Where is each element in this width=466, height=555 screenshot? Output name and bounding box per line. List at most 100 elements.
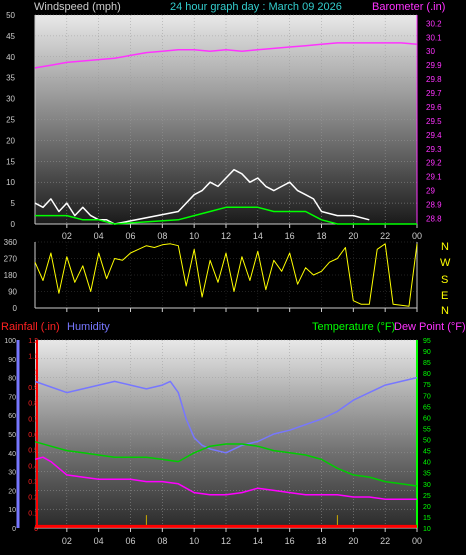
temperature-tick-label: 35 (423, 471, 431, 478)
temperature-tick-label: 65 (423, 404, 431, 411)
compass-label-n-top: N (441, 241, 449, 253)
compass-label-n-bottom: N (441, 305, 449, 317)
hour-tick-label: 04 (94, 536, 104, 546)
temperature-tick-label: 80 (423, 371, 431, 378)
hour-tick-label: 10 (189, 231, 199, 241)
wind-tick-label: 20 (6, 136, 15, 145)
humidity-tick-label: 20 (8, 488, 16, 495)
wind-tick-label: 25 (6, 116, 15, 125)
barometer-tick-label: 29 (426, 187, 435, 196)
hour-tick-label: 02 (62, 231, 72, 241)
compass-label-s: S (441, 274, 448, 286)
temperature-tick-label: 30 (423, 482, 431, 489)
rain-tick-label: 0 (34, 526, 38, 533)
dewpoint-label: Dew Point (°F) (394, 321, 466, 333)
hour-tick-label: 20 (348, 231, 358, 241)
temperature-tick-label: 40 (423, 460, 431, 467)
humidity-tick-label: 70 (8, 394, 16, 401)
wind-tick-label: 30 (6, 95, 15, 104)
barometer-tick-label: 30.2 (426, 19, 442, 28)
humidity-tick-label: 100 (4, 338, 16, 345)
barometer-series (34, 42, 418, 69)
wind-tick-label: 10 (6, 178, 15, 187)
barometer-tick-label: 30.1 (426, 33, 442, 42)
humidity-tick-label: 50 (8, 432, 16, 439)
rain-tick-label: 0.4 (28, 463, 38, 470)
hour-tick-label: 08 (157, 231, 167, 241)
direction-tick-label: 360 (4, 238, 18, 247)
direction-tick-label: 90 (8, 288, 17, 297)
hour-tick-label: 16 (285, 231, 295, 241)
hour-tick-label: 14 (253, 536, 263, 546)
temperature-tick-label: 60 (423, 415, 431, 422)
barometer-tick-label: 30 (426, 47, 435, 56)
temperature-tick-label: 50 (423, 438, 431, 445)
barometer-tick-label: 29.6 (426, 103, 442, 112)
hour-tick-label: 02 (62, 536, 72, 546)
hour-tick-label: 16 (285, 536, 295, 546)
windspeed-label: Windspeed (mph) (34, 1, 121, 13)
rain-tick-label: 0.3 (28, 479, 38, 486)
temperature-tick-label: 25 (423, 493, 431, 500)
rain-tick-label: 1.1 (28, 354, 38, 361)
wind-tick-label: 0 (11, 220, 16, 229)
dewpoint-series (34, 456, 417, 500)
hour-tick-label: 22 (380, 536, 390, 546)
temperature-tick-label: 95 (423, 338, 431, 345)
barometer-tick-label: 29.5 (426, 117, 442, 126)
rainfall-label: Rainfall (.in) (1, 321, 60, 333)
humidity-tick-label: 40 (8, 451, 16, 458)
temperature-tick-label: 85 (423, 360, 431, 367)
compass-label-w: W (440, 257, 451, 269)
direction-tick-label: 180 (4, 271, 18, 280)
wind-tick-label: 15 (6, 157, 15, 166)
temperature-tick-label: 10 (423, 526, 431, 533)
barometer-tick-label: 29.4 (426, 131, 442, 140)
temperature-tick-label: 55 (423, 426, 431, 433)
wind-tick-label: 40 (6, 53, 15, 62)
barometer-tick-label: 28.8 (426, 214, 442, 223)
hour-tick-label: 20 (348, 536, 358, 546)
rain-tick-label: 0.9 (28, 385, 38, 392)
rain-tick-label: 0.6 (28, 432, 38, 439)
hour-tick-label: 06 (126, 231, 136, 241)
temperature-tick-label: 90 (423, 349, 431, 356)
hour-tick-label: 12 (221, 231, 231, 241)
hour-tick-label: 00 (412, 536, 422, 546)
temperature-label: Temperature (°F) (312, 321, 395, 333)
humidity-label: Humidity (67, 321, 110, 333)
hour-tick-label: 00 (412, 231, 422, 241)
rain-tick-label: 0.2 (28, 495, 38, 502)
hour-tick-label: 12 (221, 536, 231, 546)
hour-tick-label: 04 (94, 231, 104, 241)
hour-tick-label: 18 (317, 231, 327, 241)
temperature-tick-label: 20 (423, 504, 431, 511)
humidity-tick-label: 60 (8, 413, 16, 420)
direction-tick-label: 270 (4, 255, 18, 264)
humidity-tick-label: 30 (8, 470, 16, 477)
rain-tick-label: 0.7 (28, 416, 38, 423)
chart-title: 24 hour graph day : March 09 2026 (170, 1, 342, 13)
humidity-tick-label: 80 (8, 376, 16, 383)
hour-tick-label: 06 (126, 536, 136, 546)
rain-tick-label: 0.5 (28, 448, 38, 455)
barometer-tick-label: 29.1 (426, 173, 442, 182)
hour-tick-label: 14 (253, 231, 263, 241)
barometer-tick-label: 29.3 (426, 145, 442, 154)
temperature-series (34, 440, 418, 487)
temperature-tick-label: 45 (423, 449, 431, 456)
wind-tick-label: 35 (6, 74, 15, 83)
hour-tick-label: 10 (189, 536, 199, 546)
barometer-tick-label: 29.9 (426, 61, 442, 70)
wind-tick-label: 5 (11, 199, 16, 208)
windspeed-series (34, 168, 370, 225)
hour-tick-label: 22 (380, 231, 390, 241)
barometer-tick-label: 29.8 (426, 75, 442, 84)
hour-tick-label: 18 (317, 536, 327, 546)
direction-series (34, 243, 418, 307)
direction-tick-label: 0 (13, 304, 18, 313)
wind-tick-label: 45 (6, 32, 15, 41)
compass-label-e: E (441, 290, 448, 302)
temperature-tick-label: 70 (423, 393, 431, 400)
